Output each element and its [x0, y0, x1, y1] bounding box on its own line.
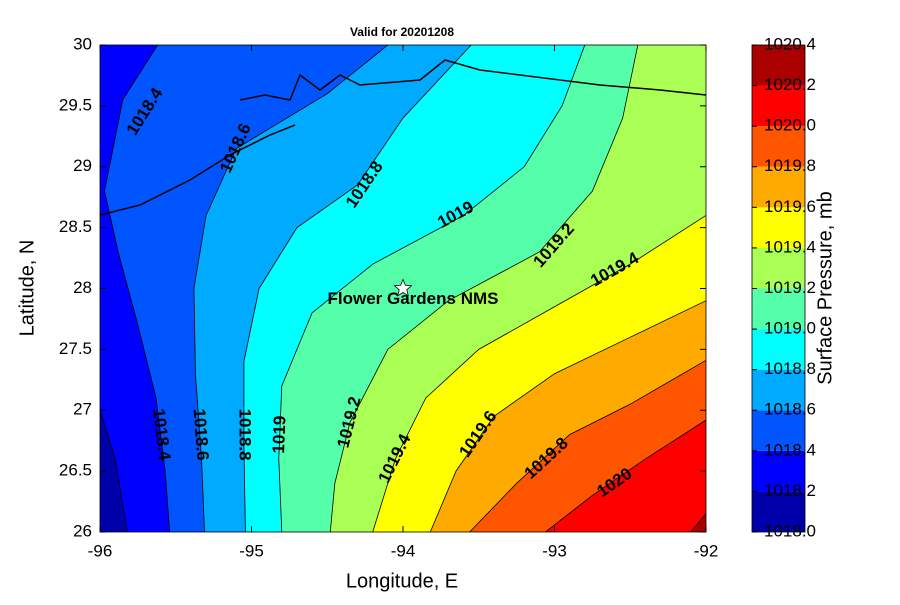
coastline [99, 59, 707, 216]
colorbar-tick-label: 1018.8 [764, 359, 816, 378]
colorbar-band [752, 288, 805, 330]
colorbar-band [752, 450, 805, 492]
colorbar-band [752, 247, 805, 289]
colorbar-tick-label: 1019.8 [764, 156, 816, 175]
colorbar-label: Surface Pressure, mb [814, 191, 836, 384]
x-tick-label: -96 [88, 541, 113, 560]
y-tick-label: 28 [73, 278, 92, 297]
contour-line [469, 359, 707, 533]
x-tick-label: -92 [694, 541, 719, 560]
colorbar-band [752, 207, 805, 248]
colorbar-band [752, 491, 805, 532]
colorbar-tick-label: 1019.6 [764, 197, 816, 216]
colorbar-band [752, 369, 805, 411]
x-tick-label: -93 [542, 541, 567, 560]
y-tick-label: 26.5 [59, 461, 92, 480]
contour-line [193, 44, 389, 533]
colorbar-band [752, 126, 805, 167]
x-axis-label: Longitude, E [346, 570, 458, 592]
colorbar-tick-label: 1018.2 [764, 481, 816, 500]
y-tick-label: 30 [73, 34, 92, 53]
colorbar-tick-label: 1018.4 [764, 440, 816, 459]
contour-line [429, 300, 707, 533]
axes: -96 -95 -94 -93 -92 26 26.5 27 27.5 28 28.5 29 29.5 3… [59, 34, 816, 560]
contour-line [278, 44, 586, 533]
colorbar-tick-label: 1018.0 [764, 521, 816, 540]
y-tick-label: 27 [73, 400, 92, 419]
colorbar-band [752, 166, 805, 208]
site-label: Flower Gardens NMS [328, 289, 499, 308]
contour-line [372, 215, 707, 533]
y-tick-label: 29.5 [59, 95, 92, 114]
contour-line [243, 44, 472, 533]
contour-label: 1018.6 [190, 408, 213, 461]
colorbar-band [752, 410, 805, 451]
colorbar-band [752, 85, 805, 127]
y-tick-label: 28.5 [59, 217, 92, 236]
colorbar-tick-label: 1019.4 [764, 237, 816, 256]
contour-lines [99, 44, 707, 533]
site-marker [393, 278, 413, 297]
colorbar-tick-label: 1018.6 [764, 400, 816, 419]
colorbar-band [752, 45, 805, 86]
y-tick-label: 29 [73, 156, 92, 175]
chart-title: Valid for 20201208 [350, 25, 454, 39]
colorbar-band [752, 329, 805, 370]
colorbar-tick-label: 1019.2 [764, 278, 816, 297]
y-tick-label: 26 [73, 521, 92, 540]
contour-band [545, 419, 706, 532]
contour-line [545, 419, 707, 533]
colorbar-tick-label: 1020.0 [764, 116, 816, 135]
colorbar-tick-label: 1019.0 [764, 319, 816, 338]
contour-fills [100, 45, 707, 532]
y-axis-label: Latitude, N [16, 240, 38, 337]
contour-line [690, 513, 707, 533]
colorbar-tick-label: 1020.2 [764, 75, 816, 94]
x-tick-label: -94 [391, 541, 416, 560]
x-tick-label: -95 [239, 541, 264, 560]
contour-line [104, 44, 171, 533]
y-tick-label: 27.5 [59, 339, 92, 358]
contour-label: 1019 [269, 415, 290, 454]
contour-label: 1018.8 [235, 409, 254, 461]
contour-line [99, 410, 128, 533]
colorbar-tick-label: 1020.4 [764, 34, 816, 53]
contour-line [329, 44, 639, 533]
